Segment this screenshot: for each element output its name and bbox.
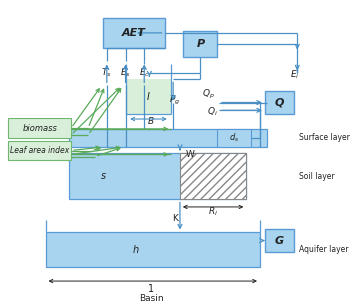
Text: Basin: Basin [139,294,163,303]
Text: $E_s$: $E_s$ [120,66,131,79]
Bar [180,153,246,199]
Bar [183,31,217,57]
Bar [69,129,267,147]
Text: Q: Q [275,98,284,108]
Text: biomass: biomass [22,124,57,133]
Text: B: B [147,117,153,126]
Bar [126,79,172,114]
Text: $T_s$: $T_s$ [102,66,112,79]
Bar [265,92,294,114]
Text: $Q_i$: $Q_i$ [207,105,218,118]
Text: I: I [147,92,150,102]
Text: Aquifer layer: Aquifer layer [299,245,349,254]
Text: W: W [186,150,195,159]
Text: $Q_p$: $Q_p$ [202,88,215,101]
Text: $d_s$: $d_s$ [229,132,239,144]
Bar [103,18,165,48]
Text: Leaf area index: Leaf area index [10,146,69,155]
Text: P: P [196,39,204,49]
Text: $R_l$: $R_l$ [208,205,218,218]
Text: G: G [275,236,284,246]
Bar [217,129,251,147]
Text: Surface layer: Surface layer [299,133,350,142]
Text: Soil layer: Soil layer [299,172,335,181]
Text: $P_g$: $P_g$ [169,94,181,107]
Text: 1: 1 [148,285,154,294]
Text: $E_c$: $E_c$ [139,66,150,79]
Bar [46,232,260,267]
Bar [265,229,294,252]
Text: AET: AET [122,28,146,38]
Text: s: s [101,171,106,181]
Text: $E_i$: $E_i$ [290,69,300,81]
Bar [69,153,246,199]
Text: K: K [172,214,178,223]
Bar [8,118,71,138]
Text: h: h [133,245,139,255]
Bar [8,141,71,160]
